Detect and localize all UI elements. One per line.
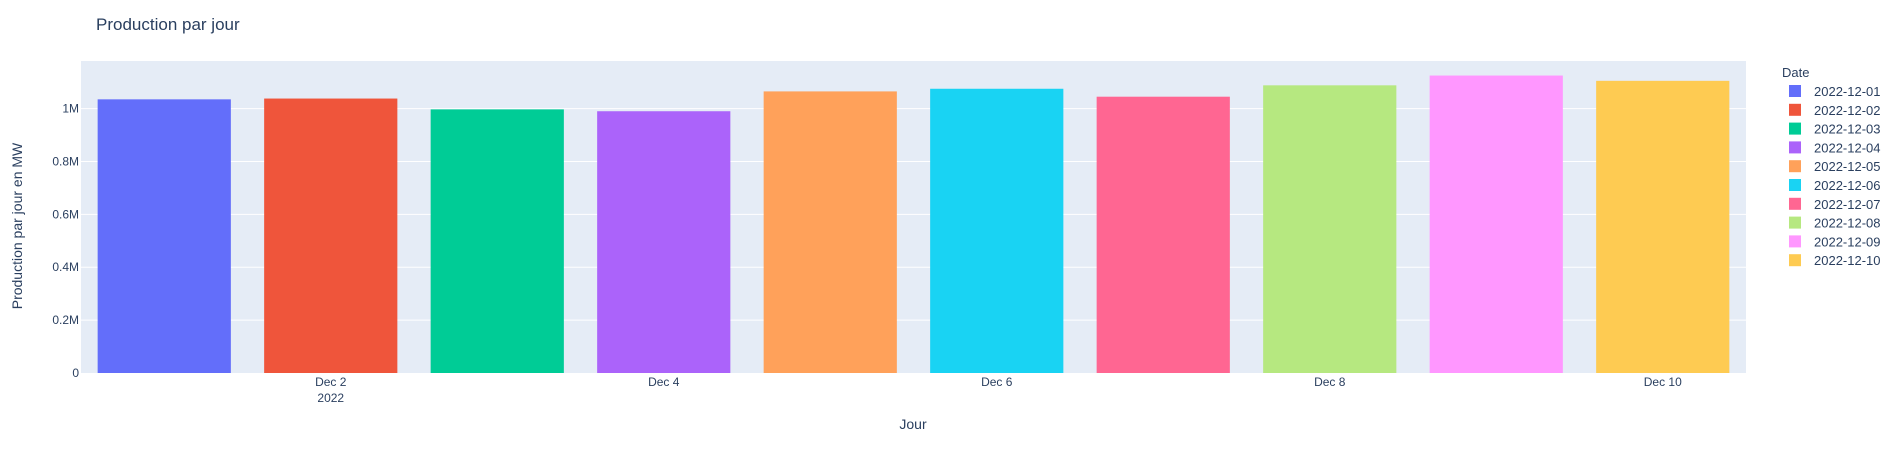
y-tick-label: 1M [62, 102, 79, 116]
legend-swatch [1789, 122, 1801, 135]
y-tick-label: 0.6M [52, 207, 79, 221]
y-tick-label: 0.2M [52, 313, 79, 327]
legend-label: 2022-12-08 [1814, 216, 1881, 231]
legend-swatch [1789, 160, 1801, 173]
bar-2022-12-06[interactable] [930, 88, 1064, 374]
legend-item-2022-12-05[interactable]: 2022-12-05 [1789, 159, 1881, 174]
legend-swatch [1789, 103, 1801, 116]
legend-label: 2022-12-10 [1814, 253, 1881, 268]
x-axis-ticks: Dec 2 2022 Dec 4 Dec 6 Dec 8 Dec 10 [315, 375, 1682, 405]
legend-item-2022-12-07[interactable]: 2022-12-07 [1789, 197, 1881, 212]
x-tick-sublabel: 2022 [317, 391, 344, 405]
legend-swatch [1789, 179, 1801, 191]
legend: Date 2022-12-012022-12-022022-12-032022-… [1782, 65, 1881, 268]
legend-swatch [1789, 216, 1801, 229]
x-tick-label: Dec 8 [1314, 375, 1346, 389]
bar-2022-12-09[interactable] [1429, 75, 1563, 374]
legend-title: Date [1782, 65, 1809, 80]
x-axis-title: Jour [899, 416, 927, 432]
legend-label: 2022-12-03 [1814, 122, 1881, 137]
chart-title: Production par jour [96, 15, 240, 34]
bar-2022-12-01[interactable] [97, 99, 231, 373]
legend-swatch [1789, 254, 1801, 267]
y-tick-label: 0.8M [52, 154, 79, 168]
y-axis-title: Production par jour en MW [9, 142, 25, 309]
legend-item-2022-12-01[interactable]: 2022-12-01 [1789, 84, 1881, 99]
x-tick-label: Dec 2 [315, 375, 347, 389]
bars[interactable] [97, 75, 1730, 374]
legend-swatch [1789, 85, 1801, 97]
legend-label: 2022-12-06 [1814, 178, 1881, 193]
legend-label: 2022-12-09 [1814, 234, 1881, 249]
legend-item-2022-12-02[interactable]: 2022-12-02 [1789, 103, 1881, 118]
y-tick-label: 0 [72, 366, 79, 380]
x-tick-label: Dec 4 [648, 375, 680, 389]
legend-label: 2022-12-05 [1814, 159, 1881, 174]
bar-2022-12-08[interactable] [1263, 85, 1397, 373]
legend-label: 2022-12-04 [1814, 140, 1881, 155]
x-tick-label: Dec 10 [1644, 375, 1682, 389]
legend-swatch [1789, 141, 1801, 154]
legend-items: 2022-12-01 2022-12-02 2022-12-03 2022-12-04… [1789, 84, 1881, 268]
legend-label: 2022-12-02 [1814, 103, 1881, 118]
bar-2022-12-10[interactable] [1596, 80, 1730, 373]
y-tick-label: 0.4M [52, 260, 79, 274]
bar-2022-12-05[interactable] [763, 91, 897, 374]
legend-item-2022-12-10[interactable]: 2022-12-10 [1789, 253, 1881, 268]
legend-swatch [1789, 197, 1801, 210]
legend-item-2022-12-08[interactable]: 2022-12-08 [1789, 216, 1881, 231]
legend-label: 2022-12-01 [1814, 84, 1881, 99]
legend-label: 2022-12-07 [1814, 197, 1881, 212]
legend-item-2022-12-04[interactable]: 2022-12-04 [1789, 140, 1881, 155]
x-tick-label: Dec 6 [981, 375, 1013, 389]
bar-2022-12-03[interactable] [430, 109, 564, 373]
legend-swatch [1789, 235, 1801, 248]
legend-item-2022-12-03[interactable]: 2022-12-03 [1789, 122, 1881, 137]
legend-item-2022-12-09[interactable]: 2022-12-09 [1789, 234, 1881, 249]
bar-2022-12-07[interactable] [1096, 96, 1230, 373]
bar-2022-12-02[interactable] [264, 98, 398, 373]
legend-item-2022-12-06[interactable]: 2022-12-06 [1789, 178, 1881, 193]
y-axis-ticks: 0 0.2M 0.4M 0.6M 0.8M 1M [52, 102, 79, 380]
bar-2022-12-04[interactable] [597, 111, 731, 373]
